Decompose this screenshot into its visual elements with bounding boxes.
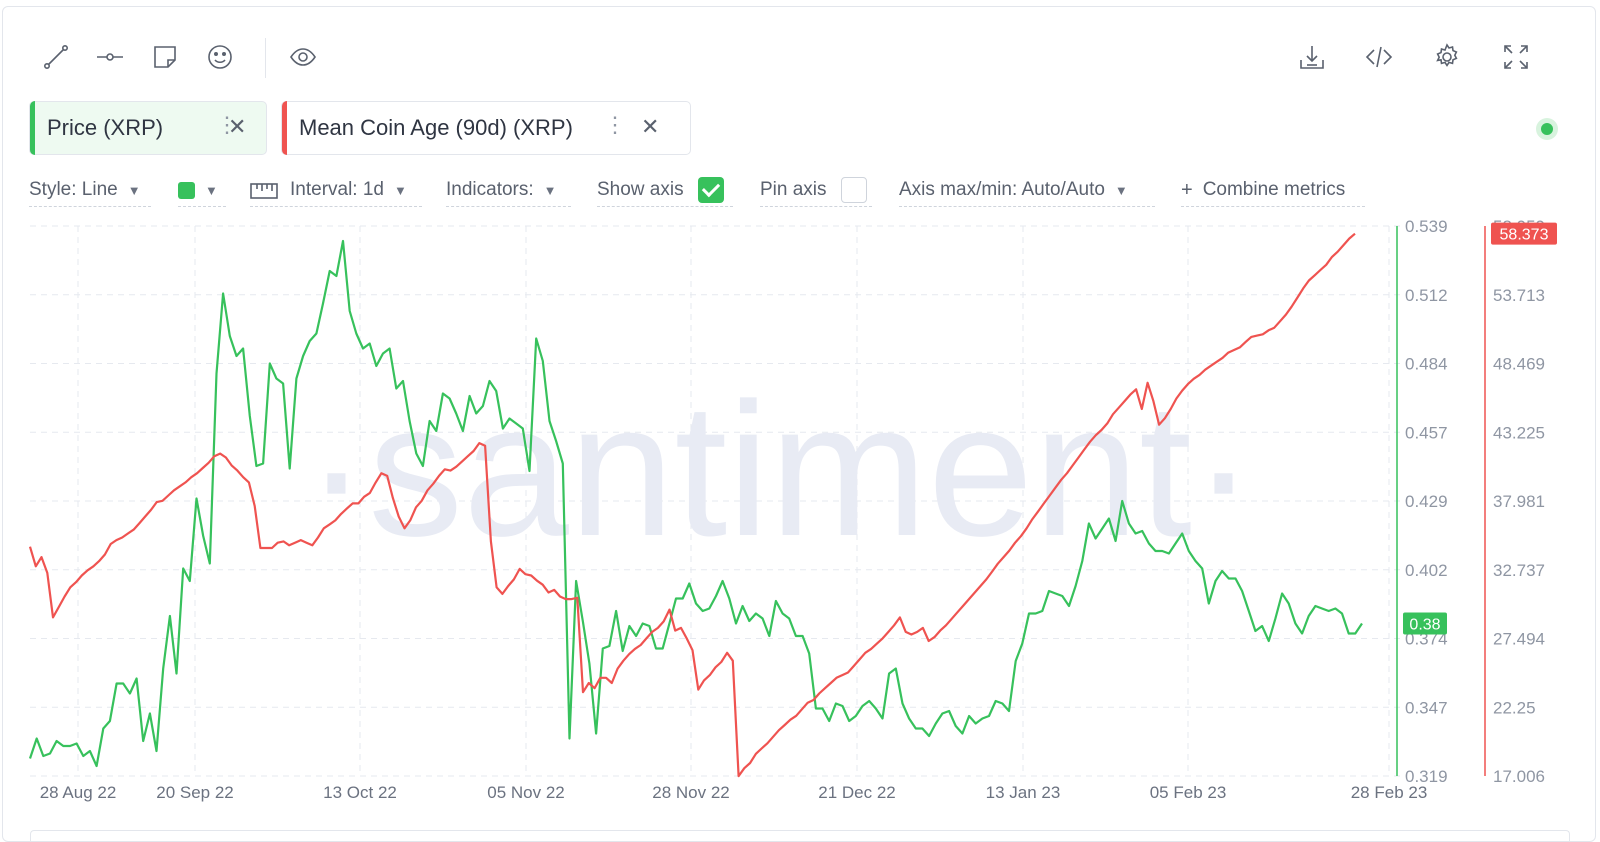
watermark: ·santiment·: [305, 364, 1255, 576]
chevron-down-icon: ▼: [205, 182, 218, 198]
x-tick-label: 13 Oct 22: [323, 783, 397, 802]
x-tick-label: 05 Nov 22: [487, 783, 565, 802]
more-options-icon[interactable]: ⋮: [216, 112, 238, 137]
price-series-line: [28, 239, 1363, 768]
x-tick-label: 13 Jan 23: [986, 783, 1061, 802]
last-value-label: 0.38: [1409, 617, 1440, 634]
combine-metrics-button[interactable]: + Combine metrics: [1181, 174, 1365, 207]
x-tick-label: 21 Dec 22: [818, 783, 896, 802]
pin-axis-label: Pin axis: [760, 179, 827, 200]
coin-age-series-line: [28, 232, 1356, 778]
eye-icon[interactable]: [288, 42, 318, 72]
coin-age-axis-tick-label: 43.225: [1493, 423, 1545, 442]
download-icon[interactable]: [1297, 42, 1327, 72]
interval-label: Interval: 1d: [290, 179, 384, 200]
plus-icon: +: [1181, 178, 1193, 201]
price-axis-tick-label: 0.319: [1405, 767, 1448, 786]
axis-maxmin-label: Axis max/min: Auto/Auto: [899, 179, 1105, 200]
coin-age-axis-tick-label: 37.981: [1493, 492, 1545, 511]
price-axis-tick-label: 0.457: [1405, 423, 1448, 442]
chart-panel: [2, 6, 1596, 842]
price-last-value-badge: [1403, 612, 1447, 635]
metric-label: Price (XRP): [47, 115, 164, 140]
x-tick-label: 20 Sep 22: [156, 783, 234, 802]
coin-age-axis-tick-label: 22.25: [1493, 698, 1536, 717]
indicators-label: Indicators:: [446, 179, 534, 200]
price-axis-tick-label: 0.484: [1405, 355, 1448, 374]
live-status-indicator: [1536, 118, 1558, 140]
coin-age-last-value-badge: [1491, 222, 1557, 245]
x-tick-label: 28 Feb 23: [1351, 783, 1428, 802]
x-tick-label: 28 Aug 22: [40, 783, 117, 802]
note-icon[interactable]: [150, 42, 180, 72]
pin-axis-checkbox[interactable]: [840, 177, 867, 203]
coin-age-axis-tick-label: 17.006: [1493, 767, 1545, 786]
price-axis-tick-label: 0.402: [1405, 561, 1448, 580]
indicators-dropdown[interactable]: Indicators: ▼: [446, 174, 571, 207]
horizontal-ray-icon[interactable]: [95, 42, 125, 72]
coin-age-axis-tick-label: 53.713: [1493, 286, 1545, 305]
chevron-down-icon: ▼: [543, 182, 557, 198]
pin-axis-toggle[interactable]: Pin axis: [760, 174, 872, 207]
trend-line-icon[interactable]: [41, 42, 71, 72]
interval-dropdown[interactable]: Interval: 1d ▼: [250, 174, 422, 207]
price-axis-tick-label: 0.512: [1405, 286, 1448, 305]
chevron-down-icon: ▼: [127, 182, 141, 198]
more-options-icon[interactable]: ⋮: [604, 112, 626, 137]
emoji-icon[interactable]: [205, 42, 235, 72]
show-axis-label: Show axis: [597, 179, 684, 200]
metric-chip-price[interactable]: Price (XRP) ⋮ ✕: [29, 101, 267, 155]
chevron-down-icon: ▼: [1114, 182, 1128, 198]
ruler-icon: [250, 183, 278, 199]
x-tick-label: 28 Nov 22: [652, 783, 730, 802]
metric-chip-mean-coin-age[interactable]: Mean Coin Age (90d) (XRP) ⋮ ✕: [281, 101, 691, 155]
metric-color-bar: [282, 101, 287, 155]
fullscreen-icon[interactable]: [1501, 42, 1531, 72]
style-label: Style: Line: [29, 179, 118, 200]
coin-age-axis-tick-label: 48.469: [1493, 355, 1545, 374]
color-swatch: [178, 181, 195, 199]
settings-gear-icon[interactable]: [1432, 42, 1462, 72]
toolbar-separator: [265, 38, 266, 78]
combine-metrics-label: Combine metrics: [1202, 179, 1346, 200]
chevron-down-icon: ▼: [394, 182, 407, 198]
metric-label: Mean Coin Age (90d) (XRP): [299, 115, 573, 140]
axis-maxmin-dropdown[interactable]: Axis max/min: Auto/Auto ▼: [899, 174, 1155, 207]
close-icon[interactable]: ✕: [228, 114, 247, 139]
color-picker[interactable]: ▼: [178, 174, 226, 207]
navigator-strip[interactable]: [30, 830, 1570, 842]
price-axis-tick-label: 0.429: [1405, 492, 1448, 511]
show-axis-checkbox[interactable]: [697, 177, 724, 203]
coin-age-axis-tick-label: 27.494: [1493, 630, 1545, 649]
embed-code-icon[interactable]: [1364, 42, 1394, 72]
coin-age-axis-tick-label: 32.737: [1493, 561, 1545, 580]
last-value-label: 58.373: [1500, 227, 1549, 244]
metric-color-bar: [30, 101, 35, 155]
style-dropdown[interactable]: Style: Line ▼: [29, 174, 151, 207]
close-icon[interactable]: ✕: [641, 114, 660, 139]
price-axis-tick-label: 0.539: [1405, 217, 1448, 236]
x-tick-label: 05 Feb 23: [1150, 783, 1227, 802]
price-axis-tick-label: 0.347: [1405, 698, 1448, 717]
show-axis-toggle[interactable]: Show axis: [597, 174, 733, 207]
